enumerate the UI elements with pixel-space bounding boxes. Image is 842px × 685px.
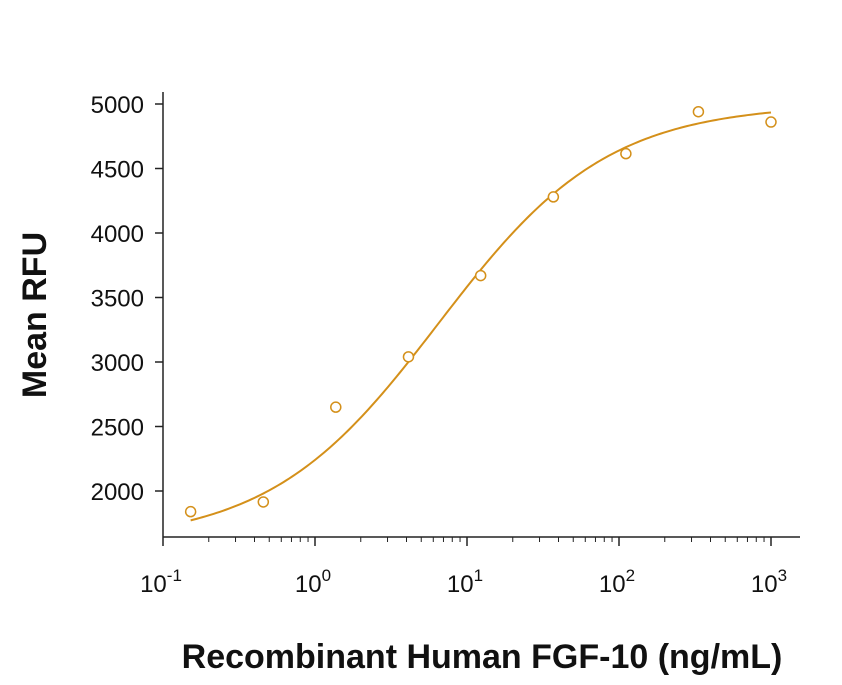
- data-point: [402, 351, 415, 363]
- y-tick-label: 2500: [91, 415, 144, 442]
- y-tick-label: 3500: [91, 286, 144, 313]
- y-axis-title: Mean RFU: [16, 232, 54, 398]
- y-tick-label: 4500: [91, 157, 144, 184]
- axes: [162, 92, 800, 538]
- fit-curve: [190, 111, 772, 522]
- x-tick-label: 101: [447, 566, 483, 598]
- data-point: [547, 191, 560, 203]
- y-ticks: 2000 2500 3000 3500 4000 4500 5000: [91, 92, 163, 506]
- data-point: [692, 105, 705, 118]
- x-tick-label: 10-1: [140, 566, 182, 598]
- x-tick-label: 103: [751, 566, 787, 598]
- data-points: [184, 105, 777, 518]
- x-tick-label: 100: [295, 566, 331, 598]
- x-axis-title: Recombinant Human FGF-10 (ng/mL): [182, 638, 783, 676]
- x-tick-label: 102: [599, 566, 635, 598]
- data-point: [330, 401, 342, 413]
- y-tick-label: 3000: [91, 350, 144, 377]
- y-tick-label: 2000: [91, 479, 144, 506]
- data-point: [184, 505, 197, 518]
- y-tick-label: 5000: [91, 92, 144, 119]
- data-point: [765, 116, 777, 128]
- y-tick-label: 4000: [91, 221, 144, 248]
- data-point: [474, 269, 487, 282]
- data-point: [620, 147, 632, 160]
- data-point: [257, 496, 270, 508]
- x-ticks: 10-1 100 101 102 103: [140, 537, 787, 598]
